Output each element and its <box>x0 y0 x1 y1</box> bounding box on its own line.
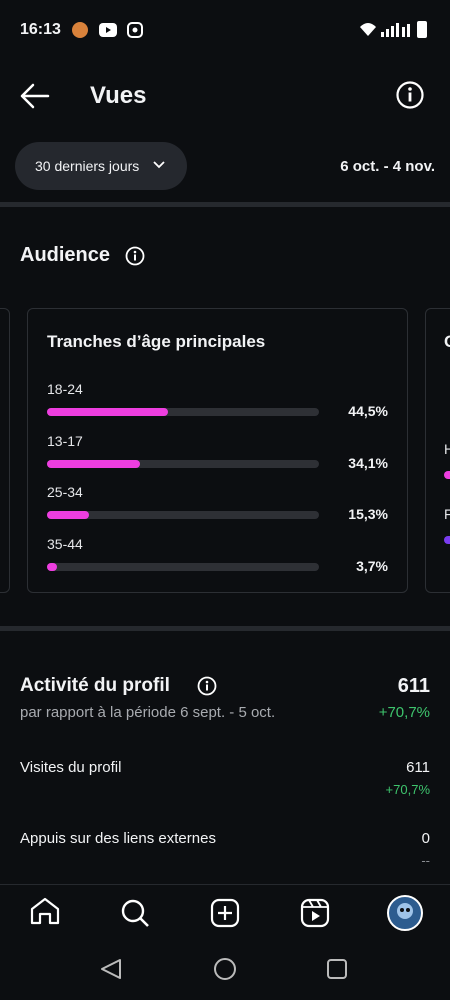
date-range: 6 oct. - 4 nov. <box>340 158 435 175</box>
total-value: 611 <box>397 675 430 697</box>
android-home[interactable] <box>214 958 236 980</box>
bar-track <box>47 511 319 519</box>
period-label: 30 derniers jours <box>35 158 140 174</box>
android-recents[interactable] <box>327 959 347 979</box>
bar <box>444 471 450 479</box>
profile-avatar[interactable] <box>387 895 423 931</box>
bar <box>444 536 450 544</box>
status-time: 16:13 <box>20 21 61 38</box>
info-icon[interactable] <box>196 675 218 697</box>
status-icons <box>72 22 143 38</box>
row-value: 611 <box>406 759 430 776</box>
create-icon[interactable] <box>210 898 240 928</box>
page-title: Vues <box>90 82 147 109</box>
info-icon[interactable] <box>124 245 146 267</box>
value-label: 34,1% <box>348 454 388 471</box>
age-label: 18-24 <box>47 381 83 397</box>
card-title: C <box>444 332 450 352</box>
info-button[interactable] <box>395 80 425 110</box>
bar <box>47 408 169 416</box>
bar <box>47 511 89 519</box>
age-label: 13-17 <box>47 432 83 449</box>
bar-track <box>47 408 319 416</box>
divider <box>0 202 450 207</box>
nav-icons <box>30 895 423 980</box>
prev-card <box>0 308 10 593</box>
age-label: 35-44 <box>47 535 83 552</box>
age-card: Tranches d’âge principales 18-24 44,5% 13-… <box>27 308 408 593</box>
home-icon[interactable] <box>30 897 60 925</box>
row-label: H <box>444 441 450 457</box>
chevron <box>153 161 165 169</box>
reels-icon[interactable] <box>300 898 330 928</box>
age-label: 25-34 <box>47 484 83 500</box>
search-icon[interactable] <box>121 899 149 927</box>
section-title: Activité du profil <box>20 675 170 696</box>
row-label: Visites du profil <box>20 759 122 776</box>
card-title: Tranches d’âge principales <box>47 332 266 351</box>
row-change: -- <box>421 853 430 868</box>
back-button[interactable] <box>18 82 50 110</box>
bar <box>47 459 140 468</box>
bottom-nav <box>0 884 450 1000</box>
bar-track <box>47 459 319 468</box>
system-icons <box>360 21 427 38</box>
android-back[interactable] <box>101 959 121 979</box>
period-filter[interactable]: 30 derniers jours <box>15 142 187 190</box>
value-label: 15,3% <box>348 506 388 522</box>
comparison: par rapport à la période 6 sept. - 5 oct… <box>20 704 276 721</box>
row-label: F <box>444 506 450 522</box>
row-change: +70,7% <box>385 782 430 797</box>
total-change: +70,7% <box>378 704 430 721</box>
bar-track <box>47 562 319 571</box>
section-title: Audience <box>20 244 111 266</box>
divider <box>0 626 450 631</box>
next-card: C H F <box>425 308 450 593</box>
value-label: 3,7% <box>356 557 388 574</box>
value-label: 44,5% <box>348 403 388 419</box>
bar <box>47 562 58 571</box>
row-label: Appuis sur des liens externes <box>20 830 216 847</box>
row-value: 0 <box>421 830 430 847</box>
